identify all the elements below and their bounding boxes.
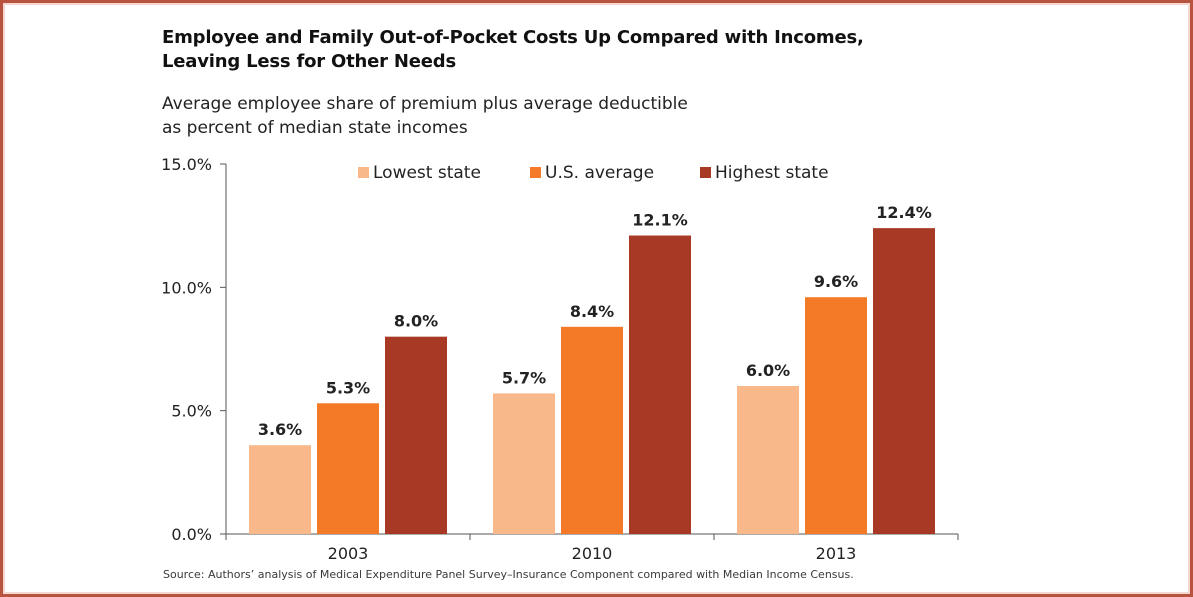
x-tick-label: 2010	[572, 544, 613, 563]
legend-label: Highest state	[715, 163, 829, 183]
data-label: 8.4%	[570, 302, 614, 321]
chart-subtitle-line-1: Average employee share of premium plus a…	[162, 94, 688, 114]
bar	[629, 235, 691, 535]
bar	[561, 326, 623, 534]
data-label: 5.7%	[502, 368, 546, 387]
x-axis: 2003 2010 2013	[225, 533, 959, 563]
bar	[493, 393, 555, 534]
bar	[249, 445, 311, 534]
source-note: Source: Authors’ analysis of Medical Exp…	[163, 568, 854, 581]
chart-title-line-1: Employee and Family Out-of-Pocket Costs …	[162, 27, 864, 48]
chart-title-line-2: Leaving Less for Other Needs	[162, 51, 456, 72]
bar	[805, 297, 867, 534]
data-label: 9.6%	[814, 272, 858, 291]
y-tick-label: 5.0%	[171, 402, 212, 421]
chart-subtitle: Average employee share of premium plus a…	[162, 92, 862, 140]
y-axis: 0.0% 5.0% 10.0% 15.0%	[161, 155, 227, 544]
x-tick-label: 2013	[816, 544, 857, 563]
legend-swatch	[358, 167, 369, 178]
legend-swatch	[700, 167, 711, 178]
legend-swatch	[530, 167, 541, 178]
data-label: 5.3%	[326, 378, 370, 397]
chart-title: Employee and Family Out-of-Pocket Costs …	[162, 26, 922, 74]
legend: Lowest state U.S. average Highest state	[358, 163, 829, 183]
y-tick-label: 15.0%	[161, 155, 212, 174]
data-label: 12.4%	[876, 203, 932, 222]
legend-label: U.S. average	[545, 163, 654, 183]
data-labels: 3.6% 5.3% 8.0% 5.7% 8.4% 12.1% 6.0% 9.6% 12.4%	[258, 203, 932, 439]
bar	[737, 386, 799, 534]
data-label: 12.1%	[632, 211, 688, 230]
y-tick-label: 10.0%	[161, 278, 212, 297]
data-label: 6.0%	[746, 361, 790, 380]
x-tick-label: 2003	[328, 544, 369, 563]
data-label: 8.0%	[394, 312, 438, 331]
bar	[385, 336, 447, 534]
bar	[873, 228, 935, 534]
chart-subtitle-line-2: as percent of median state incomes	[162, 118, 468, 138]
bars	[249, 228, 935, 535]
y-tick-label: 0.0%	[171, 525, 212, 544]
bar	[317, 403, 379, 534]
data-label: 3.6%	[258, 420, 302, 439]
legend-label: Lowest state	[373, 163, 481, 183]
